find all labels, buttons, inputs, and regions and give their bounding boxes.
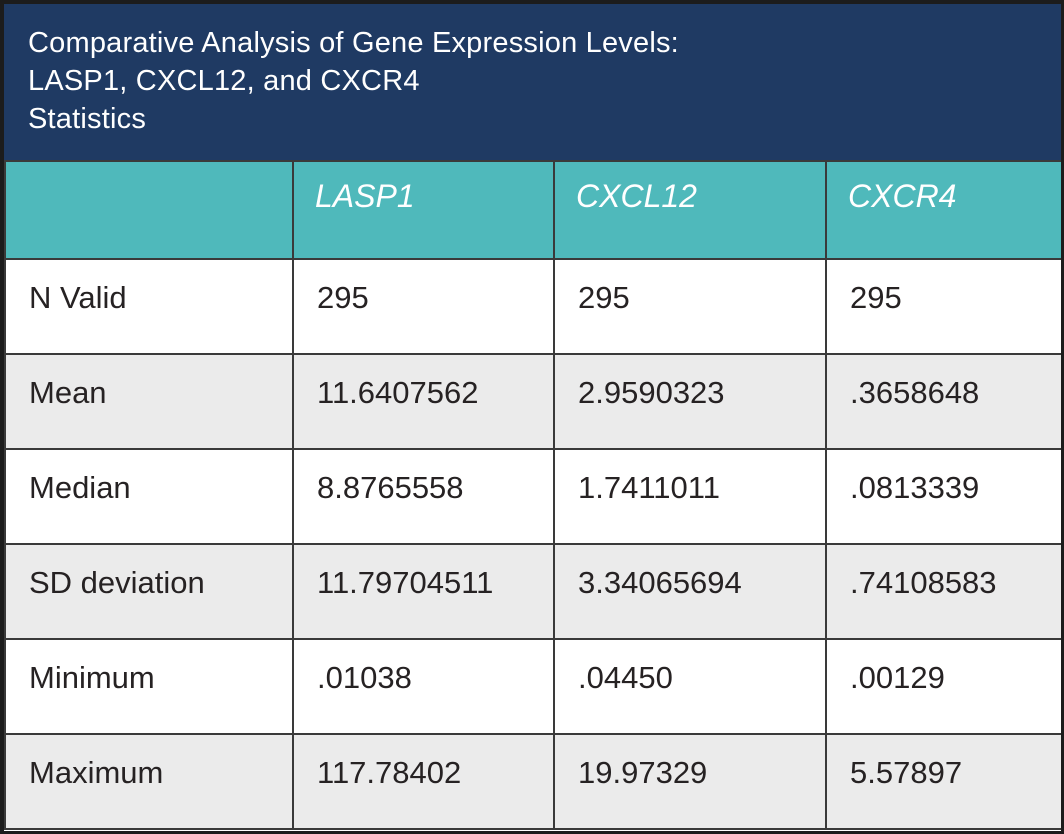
table-row: Median 8.8765558 1.7411011.0813339	[4, 448, 1061, 545]
row-label: SD deviation	[4, 543, 294, 640]
value-cell: .74108583	[825, 543, 1061, 640]
value-cell: 11.6407562	[292, 353, 555, 450]
corner-cell	[4, 160, 294, 260]
row-label: Median	[4, 448, 294, 545]
stats-table-body: N Valid 295 295 295 Mean 11.6407562 2.9590323.…	[4, 258, 1061, 830]
row-label: Mean	[4, 353, 294, 450]
statistics-table: LASP1 CXCL12 CXCR4 N Valid 295 295 295 Mean 11.…	[4, 160, 1061, 830]
value-cell: 295	[292, 258, 555, 355]
value-cell: 1.7411011	[553, 448, 827, 545]
value-cell: 295	[825, 258, 1061, 355]
value-cell: .04450	[553, 638, 827, 735]
table-row: SD deviation 11.79704511 3.34065694.741085…	[4, 543, 1061, 640]
row-label: Maximum	[4, 733, 294, 830]
column-header-cxcr4: CXCR4	[825, 160, 1061, 260]
row-label: N Valid	[4, 258, 294, 355]
value-cell: 295	[553, 258, 827, 355]
table-row: N Valid 295 295 295	[4, 258, 1061, 355]
value-cell: .01038	[292, 638, 555, 735]
column-header-cxcl12: CXCL12	[553, 160, 827, 260]
table-row: Maximum 117.78402 19.97329 5.57897	[4, 733, 1061, 830]
value-cell: 8.8765558	[292, 448, 555, 545]
column-header-lasp1: LASP1	[292, 160, 555, 260]
value-cell: 11.79704511	[292, 543, 555, 640]
value-cell: .3658648	[825, 353, 1061, 450]
value-cell: 2.9590323	[553, 353, 827, 450]
value-cell: 5.57897	[825, 733, 1061, 830]
value-cell: .0813339	[825, 448, 1061, 545]
figure-title-line-1: Comparative Analysis of Gene Expression …	[28, 27, 679, 59]
table-row: Minimum .01038.04450.00129	[4, 638, 1061, 735]
figure-title: Comparative Analysis of Gene Expression …	[4, 4, 1061, 160]
figure-title-line-3: Statistics	[28, 103, 147, 135]
figure-title-line-2: LASP1, CXCL12, and CXCR4	[28, 65, 420, 97]
value-cell: .00129	[825, 638, 1061, 735]
stats-table-header-row: LASP1 CXCL12 CXCR4	[4, 160, 1061, 260]
table-row: Mean 11.6407562 2.9590323.3658648	[4, 353, 1061, 450]
row-label: Minimum	[4, 638, 294, 735]
value-cell: 117.78402	[292, 733, 555, 830]
value-cell: 19.97329	[553, 733, 827, 830]
value-cell: 3.34065694	[553, 543, 827, 640]
